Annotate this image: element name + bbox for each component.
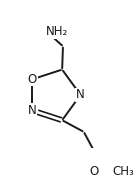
Text: NH₂: NH₂ — [46, 25, 69, 38]
Text: O: O — [28, 73, 37, 86]
Text: N: N — [28, 104, 37, 117]
Text: N: N — [76, 88, 85, 101]
Text: CH₃: CH₃ — [112, 165, 134, 178]
Text: O: O — [89, 165, 98, 178]
